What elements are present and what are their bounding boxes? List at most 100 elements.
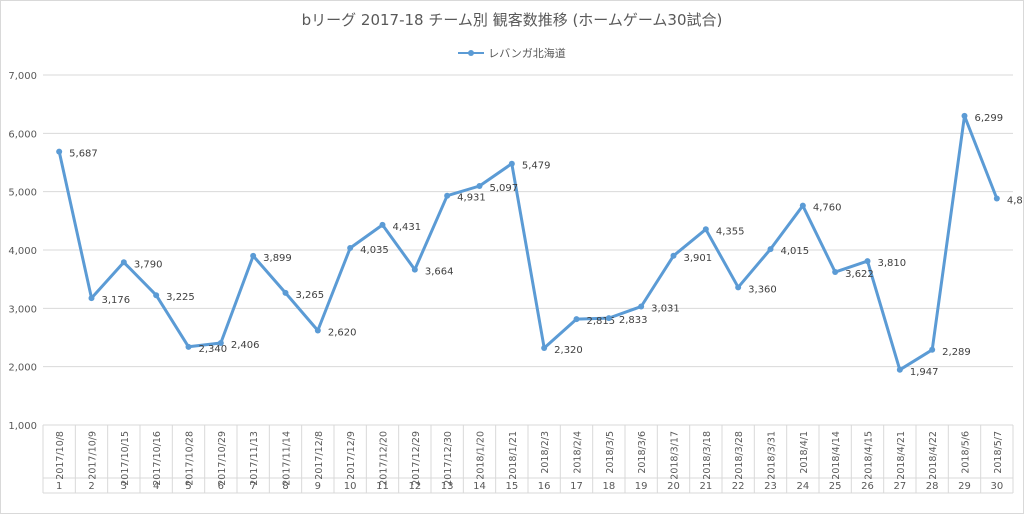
x-tick-label-date: 2018/4/21 — [896, 431, 907, 480]
x-tick-label-game-number: 15 — [505, 481, 518, 492]
x-tick-label-game-number: 14 — [473, 481, 486, 492]
y-tick-label: 2,000 — [8, 363, 37, 374]
data-point — [864, 258, 871, 265]
data-point — [799, 202, 806, 209]
chart-title: bリーグ 2017-18 チーム別 観客数推移 (ホームゲーム30試合) — [301, 11, 723, 29]
y-tick-label: 5,000 — [8, 188, 37, 199]
x-tick-label-game-number: 27 — [893, 481, 906, 492]
x-tick-label-game-number: 6 — [218, 481, 224, 492]
x-tick-label-game-number: 4 — [153, 481, 159, 492]
x-tick-label-game-number: 1 — [56, 481, 62, 492]
x-tick-label-date: 2017/10/29 — [217, 431, 228, 486]
data-point — [411, 266, 418, 273]
x-tick-label-date: 2017/10/28 — [185, 431, 196, 486]
data-point — [767, 246, 774, 253]
x-tick-label-date: 2018/3/18 — [702, 431, 713, 480]
data-label: 2,340 — [199, 344, 228, 355]
x-tick-label-date: 2018/2/3 — [540, 431, 551, 474]
data-point — [993, 195, 1000, 202]
data-label: 3,790 — [134, 259, 163, 270]
y-tick-label: 3,000 — [8, 304, 37, 315]
x-tick-label-date: 2018/4/22 — [928, 431, 939, 480]
x-tick-label-date: 2017/12/29 — [411, 431, 422, 486]
data-point — [379, 221, 386, 228]
data-point — [508, 160, 515, 167]
data-point — [120, 259, 127, 266]
data-label: 3,176 — [102, 295, 131, 306]
data-label: 4,431 — [393, 222, 422, 233]
data-point — [670, 252, 677, 259]
x-tick-label-game-number: 18 — [602, 481, 615, 492]
data-label: 4,355 — [716, 226, 745, 237]
x-tick-label-game-number: 28 — [926, 481, 939, 492]
data-point — [217, 339, 224, 346]
data-label: 2,815 — [587, 316, 616, 327]
x-tick-label-game-number: 23 — [764, 481, 777, 492]
data-point — [250, 252, 257, 259]
data-point — [605, 315, 612, 322]
x-tick-label-game-number: 13 — [441, 481, 454, 492]
data-label: 2,289 — [942, 347, 971, 358]
data-label: 3,899 — [263, 253, 292, 264]
data-label: 5,687 — [69, 149, 98, 160]
x-tick-label-date: 2018/4/1 — [799, 431, 810, 474]
x-tick-label-game-number: 30 — [990, 481, 1003, 492]
y-tick-label: 1,000 — [8, 421, 37, 432]
x-tick-label-date: 2017/10/16 — [152, 431, 163, 486]
x-tick-label-date: 2017/10/9 — [88, 431, 99, 480]
y-tick-label: 4,000 — [8, 246, 37, 257]
data-label: 3,901 — [684, 253, 713, 264]
x-tick-label-game-number: 21 — [699, 481, 712, 492]
series-line — [57, 114, 999, 372]
data-point — [185, 343, 192, 350]
data-point — [929, 346, 936, 353]
x-tick-label-date: 2018/4/15 — [864, 431, 875, 480]
x-tick-label-game-number: 10 — [344, 481, 357, 492]
data-label: 3,622 — [845, 269, 874, 280]
data-point — [347, 244, 354, 251]
legend: レバンガ北海道 — [1, 45, 1023, 61]
x-tick-label-date: 2017/10/15 — [120, 431, 131, 486]
data-point — [153, 292, 160, 299]
x-tick-label-date: 2018/1/21 — [508, 431, 519, 480]
data-label: 4,931 — [457, 193, 486, 204]
data-point — [735, 284, 742, 291]
x-tick-label-date: 2018/3/5 — [605, 431, 616, 474]
x-tick-label-date: 2017/10/8 — [55, 431, 66, 480]
x-tick-label-game-number: 29 — [958, 481, 971, 492]
x-tick-label-game-number: 17 — [570, 481, 583, 492]
x-tick-label-game-number: 7 — [250, 481, 256, 492]
x-tick-label-date: 2018/3/31 — [767, 431, 778, 480]
data-label: 4,760 — [813, 203, 842, 214]
x-tick-label-date: 2018/3/6 — [637, 431, 648, 474]
x-tick-label-game-number: 3 — [121, 481, 127, 492]
x-tick-label-date: 2018/5/7 — [993, 431, 1004, 474]
data-label: 6,299 — [975, 113, 1004, 124]
data-point — [56, 148, 63, 155]
data-label: 1,947 — [910, 367, 939, 378]
x-tick-label-game-number: 26 — [861, 481, 874, 492]
data-label: 2,406 — [231, 340, 260, 351]
x-tick-label-date: 2018/2/4 — [573, 431, 584, 474]
data-point — [961, 112, 968, 119]
x-tick-label-game-number: 9 — [315, 481, 321, 492]
data-label: 2,833 — [619, 315, 648, 326]
data-point — [476, 183, 483, 190]
data-label: 4,883 — [1007, 195, 1023, 206]
x-tick-label-game-number: 2 — [88, 481, 94, 492]
x-tick-label-date: 2018/3/17 — [670, 431, 681, 480]
x-tick-label-date: 2017/11/14 — [282, 431, 293, 486]
x-tick-label-date: 2017/12/9 — [346, 431, 357, 480]
data-label: 5,479 — [522, 161, 551, 172]
data-point — [541, 345, 548, 351]
x-tick-label-game-number: 11 — [376, 481, 389, 492]
data-point — [702, 226, 709, 233]
x-tick-label-game-number: 20 — [667, 481, 680, 492]
data-point — [314, 327, 321, 334]
data-label: 3,360 — [748, 284, 777, 295]
x-tick-label-game-number: 16 — [538, 481, 551, 492]
data-point — [638, 303, 645, 310]
x-tick-label-date: 2017/12/8 — [314, 431, 325, 480]
x-tick-label-game-number: 5 — [185, 481, 191, 492]
